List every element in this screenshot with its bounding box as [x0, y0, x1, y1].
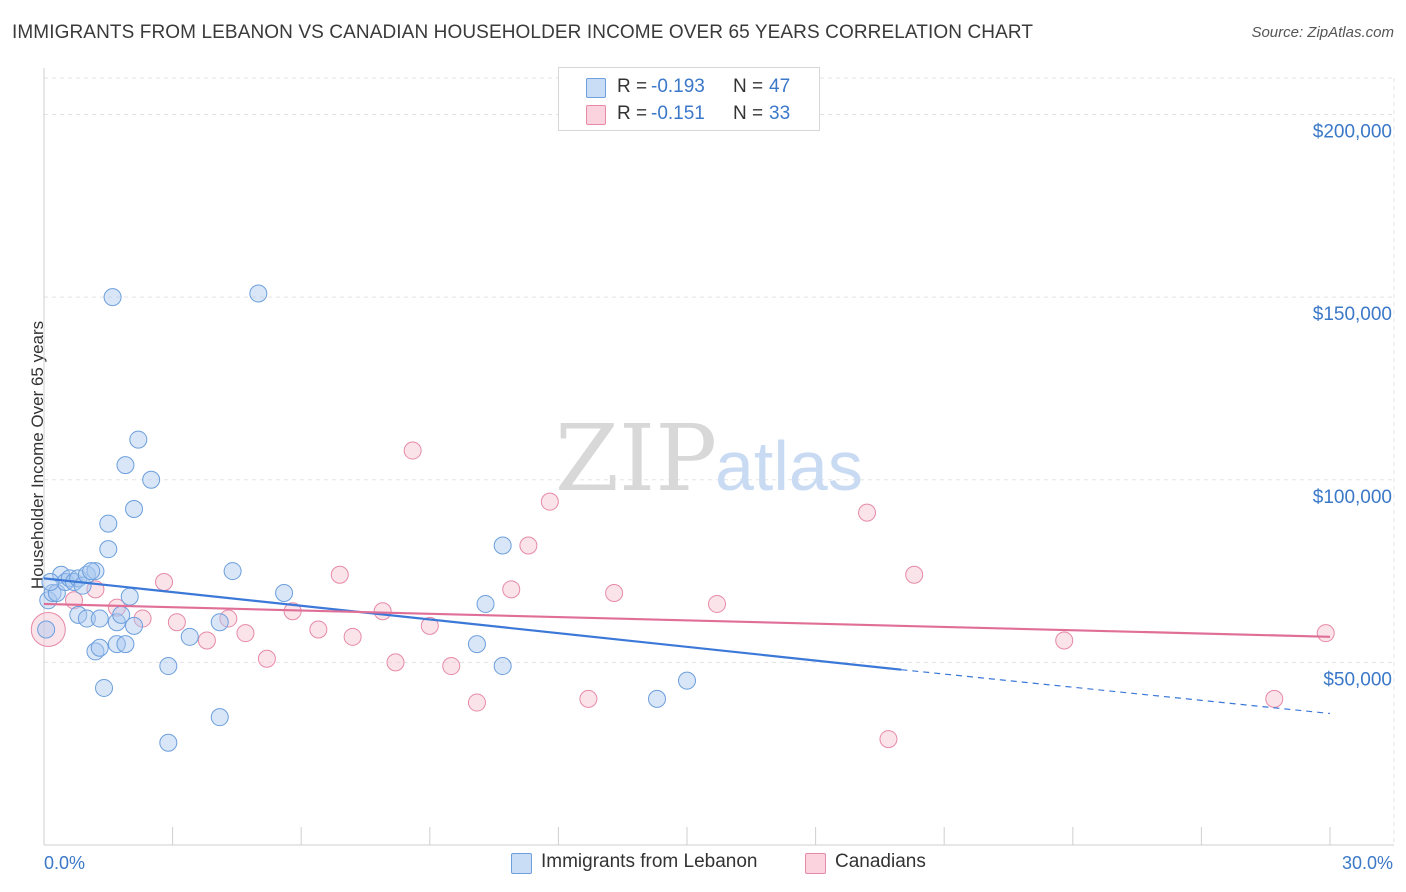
lebanon-point: [467, 635, 486, 654]
bottom-legend-swatch-canadians: [805, 853, 826, 874]
lebanon-point: [493, 657, 512, 676]
legend-swatch-lebanon: [586, 78, 606, 98]
canadians-point: [343, 627, 362, 646]
lebanon-point: [210, 708, 229, 727]
canadians-point: [309, 620, 328, 639]
legend-row-lebanon: R = -0.193 N = 47: [559, 74, 819, 100]
canadians-point: [386, 653, 405, 672]
lebanon-point: [99, 514, 118, 533]
lebanon-point: [125, 499, 144, 518]
legend-swatch-canadians: [586, 105, 606, 125]
lebanon-point: [99, 540, 118, 559]
watermark: ZIP atlas: [555, 405, 863, 512]
lebanon-point: [125, 616, 144, 635]
canadians-point: [467, 693, 486, 712]
lebanon-trend-extension: [901, 669, 1331, 715]
trend-lines: [43, 577, 1331, 715]
lebanon-point: [275, 583, 294, 602]
lebanon-point: [493, 536, 512, 555]
bottom-legend-swatch-lebanon: [511, 853, 532, 874]
lebanon-point: [210, 613, 229, 632]
chart-title: IMMIGRANTS FROM LEBANON VS CANADIAN HOUS…: [12, 22, 1034, 43]
lebanon-point: [120, 587, 139, 606]
lebanon-point: [86, 562, 105, 581]
bottom-legend-canadians: Canadians: [835, 851, 926, 872]
lebanon-point: [41, 573, 60, 592]
canadians-point: [905, 565, 924, 584]
y-tick-label: $150,000: [1313, 304, 1392, 325]
y-tick-labels: $50,000 $100,000 $150,000 $200,000: [1313, 122, 1392, 691]
canadians-point: [708, 594, 727, 613]
canadians-point: [155, 573, 174, 592]
bottom-legend-lebanon: Immigrants from Lebanon: [541, 851, 758, 872]
canadians-point: [197, 631, 216, 650]
lebanon-point: [159, 733, 178, 752]
canadians-point: [879, 730, 898, 749]
canadians-point: [257, 649, 276, 668]
canadians-point: [219, 609, 238, 628]
canadians-point: [579, 689, 598, 708]
lebanon-point: [90, 638, 109, 657]
canadians-point: [330, 565, 349, 584]
lebanon-point: [103, 288, 122, 307]
lebanon-point: [116, 456, 135, 475]
axes: [43, 68, 1394, 846]
lebanon-point: [476, 594, 495, 613]
lebanon-point: [43, 583, 62, 602]
legend-r-value: -0.151: [651, 103, 705, 124]
canadians-point: [1265, 689, 1284, 708]
canadians-point: [420, 616, 439, 635]
canadians-point: [30, 612, 66, 648]
canadians-point: [519, 536, 538, 555]
lebanon-point: [678, 671, 696, 690]
y-tick-label: $100,000: [1313, 487, 1392, 508]
data-points: [30, 284, 1335, 752]
x-tick-label-max: 30.0%: [1341, 853, 1393, 873]
canadians-point: [605, 583, 624, 602]
canadians-point: [1316, 624, 1335, 643]
canadians-point: [236, 624, 255, 643]
lebanon-point: [129, 430, 148, 449]
legend-n-value: 33: [769, 103, 791, 124]
legend-row-canadians: R = -0.151 N = 33: [559, 101, 819, 127]
lebanon-trend-line: [43, 577, 902, 671]
lebanon-point: [37, 620, 56, 639]
watermark-atlas: atlas: [715, 427, 863, 505]
canadians-point: [403, 441, 422, 460]
source-label: Source: ZipAtlas.com: [1251, 24, 1394, 41]
lebanon-point: [159, 657, 178, 676]
canadians-point: [373, 602, 392, 621]
lebanon-point: [77, 609, 96, 628]
lebanon-point: [223, 562, 242, 581]
canadians-point: [1055, 631, 1074, 650]
y-tick-label: $200,000: [1313, 122, 1392, 143]
lebanon-point: [95, 678, 114, 697]
legend-r-label: R =: [617, 76, 648, 97]
legend-n-label: N =: [733, 76, 764, 97]
canadians-point: [540, 492, 559, 511]
legend-n-label: N =: [733, 103, 764, 124]
lebanon-point: [116, 635, 135, 654]
lebanon-point: [249, 284, 268, 303]
lebanon-point: [647, 689, 666, 708]
lebanon-point: [69, 605, 88, 624]
x-tick-label-min: 0.0%: [44, 853, 86, 873]
canadians-trend-line: [43, 602, 1331, 638]
correlation-legend: R = -0.193 N = 47 R = -0.151 N = 33: [558, 67, 820, 131]
canadians-point: [502, 580, 521, 599]
lebanon-point: [90, 609, 109, 628]
legend-r-value: -0.193: [651, 76, 705, 97]
canadians-point: [858, 503, 877, 522]
lebanon-point: [82, 562, 101, 581]
legend-r-label: R =: [617, 103, 648, 124]
legend-n-value: 47: [769, 76, 791, 97]
lebanon-point: [180, 627, 199, 646]
y-tick-label: $50,000: [1323, 669, 1392, 690]
canadians-point: [442, 657, 461, 676]
lebanon-point: [142, 470, 161, 489]
watermark-zip: ZIP: [555, 405, 717, 512]
canadians-point: [167, 613, 186, 632]
